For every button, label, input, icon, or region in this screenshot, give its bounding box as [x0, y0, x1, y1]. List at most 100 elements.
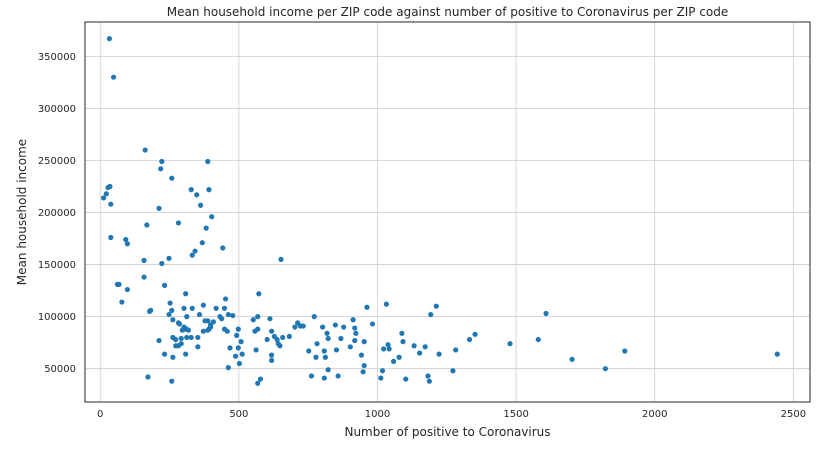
data-point: [170, 317, 176, 323]
data-point: [145, 374, 151, 380]
data-point: [167, 300, 173, 306]
data-point: [422, 344, 428, 350]
data-point: [507, 341, 513, 347]
data-point: [189, 252, 195, 258]
data-point: [320, 324, 326, 330]
plot-frame: [84, 21, 811, 403]
data-point: [166, 255, 172, 261]
data-point: [195, 334, 201, 341]
data-point: [169, 307, 175, 313]
data-point: [255, 314, 261, 320]
data-point: [158, 166, 164, 172]
y-axis-title: Mean household income: [15, 139, 29, 285]
data-point: [124, 241, 131, 247]
data-point: [178, 335, 184, 342]
data-point: [361, 362, 367, 369]
data-point: [200, 302, 206, 308]
data-point: [292, 324, 298, 330]
data-point: [417, 350, 423, 356]
data-point: [321, 375, 327, 381]
data-point: [124, 286, 131, 293]
data-point: [308, 373, 315, 379]
data-point: [325, 367, 331, 373]
data-point: [364, 304, 370, 310]
data-point: [353, 330, 359, 336]
data-point: [472, 331, 478, 337]
data-point: [195, 344, 201, 350]
data-point: [210, 319, 216, 325]
data-point: [277, 343, 283, 349]
data-point: [116, 281, 122, 287]
data-point: [280, 334, 286, 341]
data-point: [311, 314, 317, 320]
data-point: [103, 191, 109, 197]
data-point: [179, 327, 185, 333]
data-point: [235, 326, 241, 332]
data-point: [255, 326, 261, 332]
data-point: [159, 158, 165, 165]
x-tick-label: 0: [97, 409, 103, 420]
data-point: [453, 347, 459, 353]
data-point: [188, 187, 194, 193]
data-point: [222, 296, 229, 302]
data-point: [535, 336, 541, 343]
x-tick-label: 1000: [365, 409, 390, 420]
data-point: [278, 256, 284, 262]
data-point: [198, 202, 204, 208]
x-tick-label: 500: [229, 409, 248, 420]
data-point: [622, 348, 628, 354]
data-point: [142, 147, 148, 153]
data-point: [352, 325, 358, 331]
data-point: [267, 316, 273, 322]
data-point: [189, 305, 195, 311]
x-tick-label: 2000: [642, 409, 667, 420]
data-point: [268, 352, 275, 358]
data-point: [428, 311, 434, 318]
data-point: [110, 74, 117, 80]
data-point: [324, 330, 330, 336]
data-point: [268, 357, 275, 363]
data-point: [466, 336, 473, 343]
data-point: [236, 360, 243, 367]
data-point: [221, 305, 228, 311]
data-point: [335, 373, 341, 379]
data-point: [169, 175, 175, 181]
data-point: [161, 282, 168, 288]
data-point: [250, 317, 256, 323]
data-point: [166, 311, 172, 318]
y-tick-label: 200000: [38, 208, 76, 219]
y-tick-labels: 50000 100000 150000 200000 250000 300000 35000…: [38, 52, 76, 375]
data-point: [176, 321, 183, 327]
data-point: [383, 301, 389, 307]
data-point: [322, 354, 328, 360]
data-point: [321, 348, 327, 354]
data-point: [325, 335, 331, 342]
data-point: [306, 348, 312, 354]
data-point: [107, 183, 113, 190]
data-point: [199, 240, 205, 246]
data-point: [234, 332, 240, 338]
y-tick-label: 50000: [44, 364, 76, 375]
data-point: [380, 346, 387, 352]
data-point: [148, 307, 154, 313]
data-point: [192, 248, 198, 254]
data-point: [230, 312, 236, 319]
data-point: [205, 318, 211, 324]
data-point: [390, 358, 397, 364]
x-tick-label: 1500: [503, 409, 528, 420]
data-point: [350, 317, 356, 323]
y-tick-label: 250000: [38, 156, 76, 167]
y-tick-label: 350000: [38, 52, 76, 63]
data-point: [411, 343, 417, 349]
data-point: [183, 351, 189, 357]
data-point: [194, 192, 200, 198]
data-point: [274, 336, 280, 343]
data-point: [141, 257, 147, 264]
data-point: [569, 356, 575, 362]
x-tick-labels: 0 500 1000 1500 2000 2500: [97, 409, 806, 420]
x-tick-label: 2500: [781, 409, 806, 420]
data-point: [159, 260, 165, 267]
y-tick-label: 300000: [38, 104, 76, 115]
y-tick-label: 150000: [38, 260, 76, 271]
data-point: [220, 245, 226, 251]
